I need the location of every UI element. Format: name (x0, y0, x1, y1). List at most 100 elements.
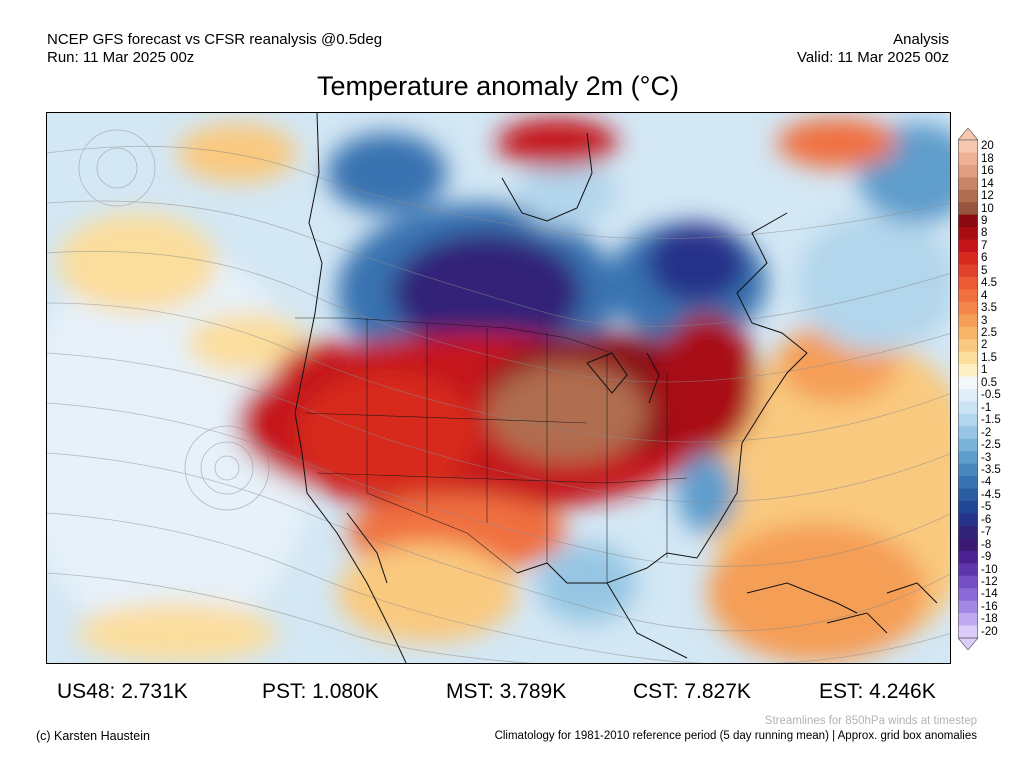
color-scale-band (958, 550, 978, 564)
color-scale-label: -4 (981, 476, 992, 489)
color-scale-band (958, 152, 978, 166)
stat-est: EST: 4.246K (819, 680, 936, 703)
copyright-text: (c) Karsten Haustein (36, 729, 150, 743)
anomaly-map (46, 112, 951, 664)
color-scale-label: -8 (981, 538, 992, 551)
color-scale-label: 10 (981, 202, 994, 215)
color-scale-band (958, 301, 978, 315)
color-scale-label: -3 (981, 451, 992, 464)
color-scale-label: 0.5 (981, 376, 997, 389)
color-scale-label: 6 (981, 252, 988, 265)
color-scale-band (958, 476, 978, 489)
borders (295, 317, 688, 583)
color-scale-band (958, 202, 978, 216)
color-scale-band (958, 625, 978, 639)
color-scale-label: 9 (981, 214, 988, 227)
color-scale-band (958, 600, 978, 614)
map-title: Temperature anomaly 2m (°C) (317, 71, 679, 101)
color-scale-bar (957, 127, 979, 651)
color-scale-label: 3 (981, 314, 988, 327)
color-scale-label: 14 (981, 177, 994, 190)
color-scale-band (958, 588, 978, 602)
color-scale-label: -4.5 (981, 488, 1001, 501)
color-scale-band (958, 501, 978, 514)
color-scale-label: 4 (981, 289, 988, 302)
model-label: NCEP GFS forecast vs CFSR reanalysis @0.… (47, 31, 383, 48)
stat-cst: CST: 7.827K (633, 680, 751, 703)
regional-averages: US48: 2.731K PST: 1.080K MST: 3.789K CST… (0, 679, 1024, 705)
valid-time: Valid: 11 Mar 2025 00z (796, 49, 949, 66)
color-scale-label: -2.5 (981, 439, 1001, 451)
color-scale-band (958, 239, 978, 253)
color-scale-band (958, 376, 978, 390)
color-scale-label: 1 (981, 364, 988, 377)
color-scale-label: -12 (981, 576, 998, 588)
color-scale-label: 5 (981, 264, 988, 277)
color-scale-band (958, 264, 978, 278)
color-scale-band (958, 413, 978, 427)
color-scale-band (958, 364, 978, 377)
valid-info: Analysis Valid: 11 Mar 2025 00z (797, 31, 949, 67)
color-scale-label: -1.5 (981, 414, 1001, 427)
streamlines (47, 129, 950, 663)
color-scale-label: 3.5 (981, 302, 997, 315)
color-scale-label: 2 (981, 339, 988, 352)
run-time: Run: 11 Mar 2025 00z (47, 49, 195, 66)
color-scale-max-arrow (957, 127, 979, 141)
color-scale-band (958, 563, 978, 577)
color-scale-label: 1.5 (981, 351, 997, 364)
color-scale-min-arrow (957, 637, 979, 651)
analysis-label: Analysis (893, 31, 949, 48)
streamline-note: Streamlines for 850hPa winds at timestep (764, 715, 977, 727)
climatology-note: Climatology for 1981-2010 reference peri… (494, 730, 977, 742)
color-scale-band (958, 451, 978, 465)
color-scale-label: 20 (981, 140, 994, 153)
color-scale-label: -18 (981, 613, 998, 626)
color-scale-band (958, 401, 978, 415)
color-scale-band (958, 575, 978, 589)
stat-us48: US48: 2.731K (57, 680, 188, 703)
stat-mst: MST: 3.789K (446, 680, 567, 703)
color-scale-band (958, 438, 978, 452)
color-scale-band (958, 289, 978, 303)
color-scale-label: 12 (981, 190, 994, 202)
color-scale-band (958, 252, 978, 265)
color-scale-band (958, 525, 978, 539)
color-scale-band (958, 214, 978, 228)
color-scale-band (958, 227, 978, 240)
color-scale-band (958, 164, 978, 178)
color-scale-label: -7 (981, 526, 992, 539)
color-scale-band (958, 538, 978, 552)
color-scale-band (958, 314, 978, 328)
color-scale-label: 16 (981, 165, 994, 178)
color-scale-band (958, 351, 978, 365)
color-scale-label: -10 (981, 563, 998, 576)
color-scale-label: 8 (981, 227, 988, 240)
color-scale-label: 2.5 (981, 327, 997, 339)
color-scale-label: -5 (981, 501, 992, 514)
color-scale-label: 7 (981, 239, 988, 252)
color-scale-band (958, 488, 978, 502)
color-scale-label: 18 (981, 152, 994, 165)
color-scale-label: -20 (981, 625, 998, 638)
color-scale-label: -1 (981, 401, 992, 414)
color-scale-band (958, 389, 978, 402)
color-scale-band (958, 140, 978, 153)
color-scale-label: 4.5 (981, 277, 997, 290)
color-scale-band (958, 426, 978, 440)
color-scale (957, 127, 979, 651)
color-scale-label: -9 (981, 551, 992, 564)
color-scale-band (958, 463, 978, 477)
color-scale-band (958, 613, 978, 626)
color-scale-label: -2 (981, 426, 992, 439)
color-scale-label: -14 (981, 588, 998, 601)
color-scale-band (958, 189, 978, 203)
color-scale-band (958, 513, 978, 527)
run-info: NCEP GFS forecast vs CFSR reanalysis @0.… (47, 31, 382, 67)
color-scale-label: -3.5 (981, 463, 1001, 476)
color-scale-label: -16 (981, 600, 998, 613)
anomaly-map-canvas (47, 113, 950, 663)
color-scale-band (958, 326, 978, 340)
stat-pst: PST: 1.080K (262, 680, 379, 703)
color-scale-band (958, 276, 978, 290)
